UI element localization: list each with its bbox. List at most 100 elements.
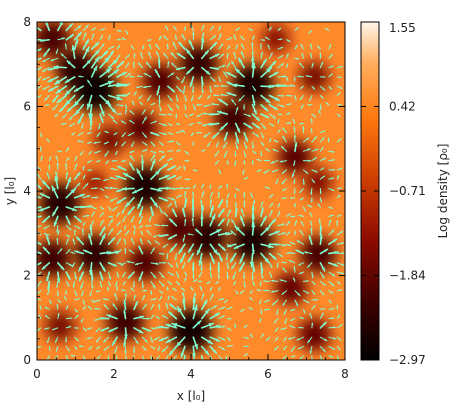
velocity-arrow [230,230,237,236]
velocity-arrow [209,252,215,264]
velocity-arrow [268,242,280,247]
velocity-arrow [251,160,254,165]
velocity-arrow [198,252,203,266]
velocity-arrow [234,150,237,157]
velocity-arrow [116,112,123,115]
velocity-arrow [192,191,195,199]
velocity-arrow [40,155,43,162]
velocity-arrow [328,187,335,192]
velocity-arrow [263,159,271,162]
velocity-arrow [138,225,143,229]
velocity-arrow [95,327,101,333]
velocity-arrow [82,306,87,310]
velocity-arrow [263,280,271,283]
velocity-arrow [214,160,220,165]
velocity-arrow [43,327,50,330]
velocity-arrow [82,355,86,360]
velocity-arrow [82,39,90,50]
velocity-arrow [110,167,118,171]
velocity-arrow [160,224,169,227]
velocity-arrow [243,336,249,339]
velocity-arrow [37,76,42,82]
velocity-arrow [192,31,195,41]
velocity-arrow [175,271,180,279]
velocity-arrow [165,336,178,344]
velocity-arrow [275,336,279,342]
velocity-arrow [99,250,112,255]
velocity-arrow [289,325,296,329]
velocity-arrow [82,327,87,332]
velocity-arrow [328,65,334,69]
y-axis: 0 2 4 6 8 [23,15,345,367]
velocity-arrow [45,22,51,32]
velocity-arrow [319,312,324,320]
velocity-arrow [328,262,339,267]
velocity-arrow [64,94,76,106]
velocity-arrow [197,280,203,283]
velocity-arrow [294,219,297,227]
velocity-arrow [196,122,203,124]
velocity-arrow [319,61,324,69]
velocity-arrow [116,71,127,78]
velocity-arrow [310,187,313,195]
velocity-arrow [109,197,118,202]
velocity-arrow [37,251,42,255]
velocity-arrow [311,178,316,184]
velocity-arrow [201,293,205,301]
velocity-arrow [209,345,218,354]
velocity-arrow [269,262,273,268]
velocity-arrow [243,200,246,208]
velocity-arrow [171,208,178,218]
velocity-arrow [65,23,74,32]
velocity-arrow [264,186,271,189]
velocity-arrow [209,336,221,342]
velocity-arrow [328,238,338,246]
velocity-arrow [336,289,343,292]
velocity-arrow [125,62,130,69]
velocity-arrow [132,61,135,69]
velocity-arrow [133,230,136,236]
velocity-arrow [226,45,231,50]
velocity-arrow [302,159,312,163]
velocity-arrow [285,231,291,236]
velocity-arrow [289,241,296,245]
velocity-arrow [231,262,237,270]
velocity-arrow [251,94,256,106]
velocity-arrow [82,221,86,227]
velocity-arrow [289,196,296,199]
low-density-region [231,220,275,264]
velocity-arrow [138,206,144,218]
velocity-arrow [240,308,245,312]
velocity-arrow [130,287,135,292]
velocity-arrow [269,138,272,143]
velocity-arrow [158,35,162,41]
velocity-arrow [48,345,51,351]
velocity-arrow [183,165,186,171]
velocity-arrow [187,252,195,263]
velocity-arrow [174,200,177,208]
velocity-arrow [319,146,324,152]
velocity-arrow [158,261,167,264]
velocity-arrow [251,41,254,50]
velocity-arrow [220,93,228,97]
velocity-arrow [141,280,144,289]
velocity-arrow [70,251,76,255]
velocity-arrow [293,178,296,185]
velocity-arrow [43,233,50,236]
velocity-arrow [54,336,59,343]
velocity-arrow [65,157,70,162]
low-density-region [298,61,330,93]
velocity-arrow [37,215,42,218]
velocity-arrow [215,280,220,284]
velocity-arrow [99,206,105,210]
velocity-arrow [285,53,289,59]
velocity-arrow [107,286,110,292]
velocity-arrow [141,109,146,115]
velocity-arrow [138,245,144,255]
velocity-arrow [128,75,135,78]
velocity-arrow [163,211,169,217]
low-density-region [161,211,198,248]
velocity-arrow [200,336,214,345]
velocity-arrow [226,232,233,236]
velocity-arrow [145,61,152,69]
